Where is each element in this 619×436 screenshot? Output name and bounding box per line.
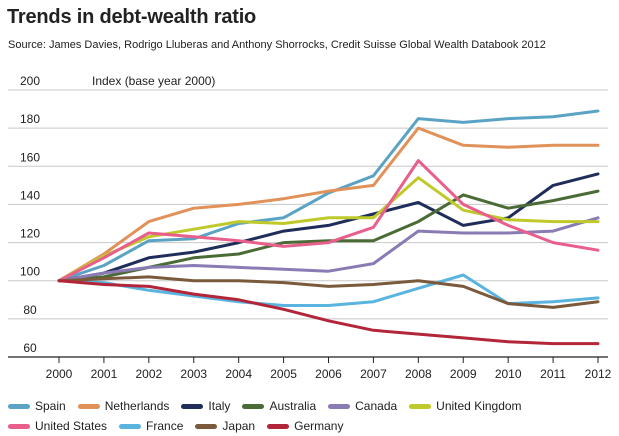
legend-swatch bbox=[8, 403, 30, 409]
x-tick-label: 2003 bbox=[180, 367, 207, 381]
series-line-canada bbox=[57, 216, 600, 283]
series-line-germany bbox=[57, 279, 600, 346]
legend-label: Canada bbox=[355, 399, 398, 413]
legend-label: Italy bbox=[208, 399, 231, 413]
series-line-united-kingdom bbox=[57, 176, 600, 283]
legend-label: United States bbox=[35, 419, 108, 433]
legend-row: Spain Netherlands Italy Australia Canada Unit… bbox=[8, 396, 613, 416]
legend-swatch bbox=[77, 403, 100, 409]
y-tick-label: 60 bbox=[23, 341, 37, 355]
x-tick-label: 2006 bbox=[315, 367, 342, 381]
legend: Spain Netherlands Italy Australia Canada Unit… bbox=[8, 396, 613, 436]
legend-label: Germany bbox=[294, 419, 344, 433]
legend-label: Australia bbox=[269, 399, 317, 413]
x-tick-label: 2008 bbox=[405, 367, 432, 381]
y-axis-ticks: 60 80 100 120 140 160 180 200 bbox=[20, 74, 40, 355]
x-tick-label: 2000 bbox=[46, 367, 73, 381]
legend-item: Italy bbox=[181, 399, 230, 413]
x-tick-label: 2012 bbox=[585, 367, 612, 381]
legend-swatch bbox=[8, 423, 30, 429]
legend-item: United States bbox=[8, 419, 107, 433]
legend-swatch bbox=[242, 403, 265, 409]
y-tick-label: 140 bbox=[20, 188, 40, 202]
legend-label: France bbox=[146, 419, 184, 433]
y-tick-label: 100 bbox=[20, 265, 40, 279]
legend-swatch bbox=[195, 423, 218, 429]
series-line-france bbox=[57, 273, 600, 307]
legend-row: United States France Japan Germany bbox=[8, 416, 613, 436]
x-tick-label: 2007 bbox=[360, 367, 387, 381]
x-tick-label: 2004 bbox=[225, 367, 252, 381]
series-line-united-states bbox=[57, 159, 600, 283]
x-tick-label: 2002 bbox=[135, 367, 162, 381]
legend-item: Netherlands bbox=[77, 399, 170, 413]
series-line-spain bbox=[57, 109, 600, 283]
legend-item: United Kingdom bbox=[409, 399, 522, 413]
series-line-japan bbox=[57, 275, 600, 309]
legend-item: Spain bbox=[8, 399, 66, 413]
x-tick-label: 2009 bbox=[450, 367, 477, 381]
x-tick-label: 2011 bbox=[540, 367, 566, 381]
legend-item: Canada bbox=[328, 399, 397, 413]
x-axis-ticks: 2000 2001 2002 2003 2004 2005 2006 2007 2008 2009… bbox=[46, 357, 612, 381]
y-axis-label: Index (base year 2000) bbox=[92, 74, 215, 88]
legend-swatch bbox=[181, 403, 204, 409]
legend-swatch bbox=[267, 423, 290, 429]
legend-item: Germany bbox=[267, 419, 343, 433]
legend-label: Netherlands bbox=[104, 399, 170, 413]
legend-swatch bbox=[119, 423, 142, 429]
legend-label: Japan bbox=[222, 419, 256, 433]
line-chart: 60 80 100 120 140 160 180 200 Index (base year … bbox=[8, 74, 612, 381]
series-line-netherlands bbox=[57, 126, 600, 283]
legend-label: Spain bbox=[35, 399, 66, 413]
chart-subtitle: Source: James Davies, Rodrigo Lluberas a… bbox=[8, 39, 546, 51]
legend-label: United Kingdom bbox=[436, 399, 522, 413]
chart-title: Trends in debt-wealth ratio bbox=[7, 6, 257, 28]
y-tick-label: 200 bbox=[20, 74, 40, 88]
legend-item: Japan bbox=[195, 419, 255, 433]
series-lines bbox=[57, 109, 600, 346]
legend-item: Australia bbox=[242, 399, 316, 413]
x-tick-label: 2001 bbox=[91, 367, 118, 381]
x-tick-label: 2005 bbox=[270, 367, 297, 381]
legend-item: France bbox=[119, 419, 183, 433]
y-tick-label: 160 bbox=[20, 150, 40, 164]
y-tick-label: 80 bbox=[23, 303, 37, 317]
series-line-italy bbox=[57, 172, 600, 283]
y-tick-label: 120 bbox=[20, 227, 40, 241]
legend-swatch bbox=[409, 403, 432, 409]
y-tick-label: 180 bbox=[20, 112, 40, 126]
legend-swatch bbox=[328, 403, 351, 409]
x-tick-label: 2010 bbox=[495, 367, 522, 381]
